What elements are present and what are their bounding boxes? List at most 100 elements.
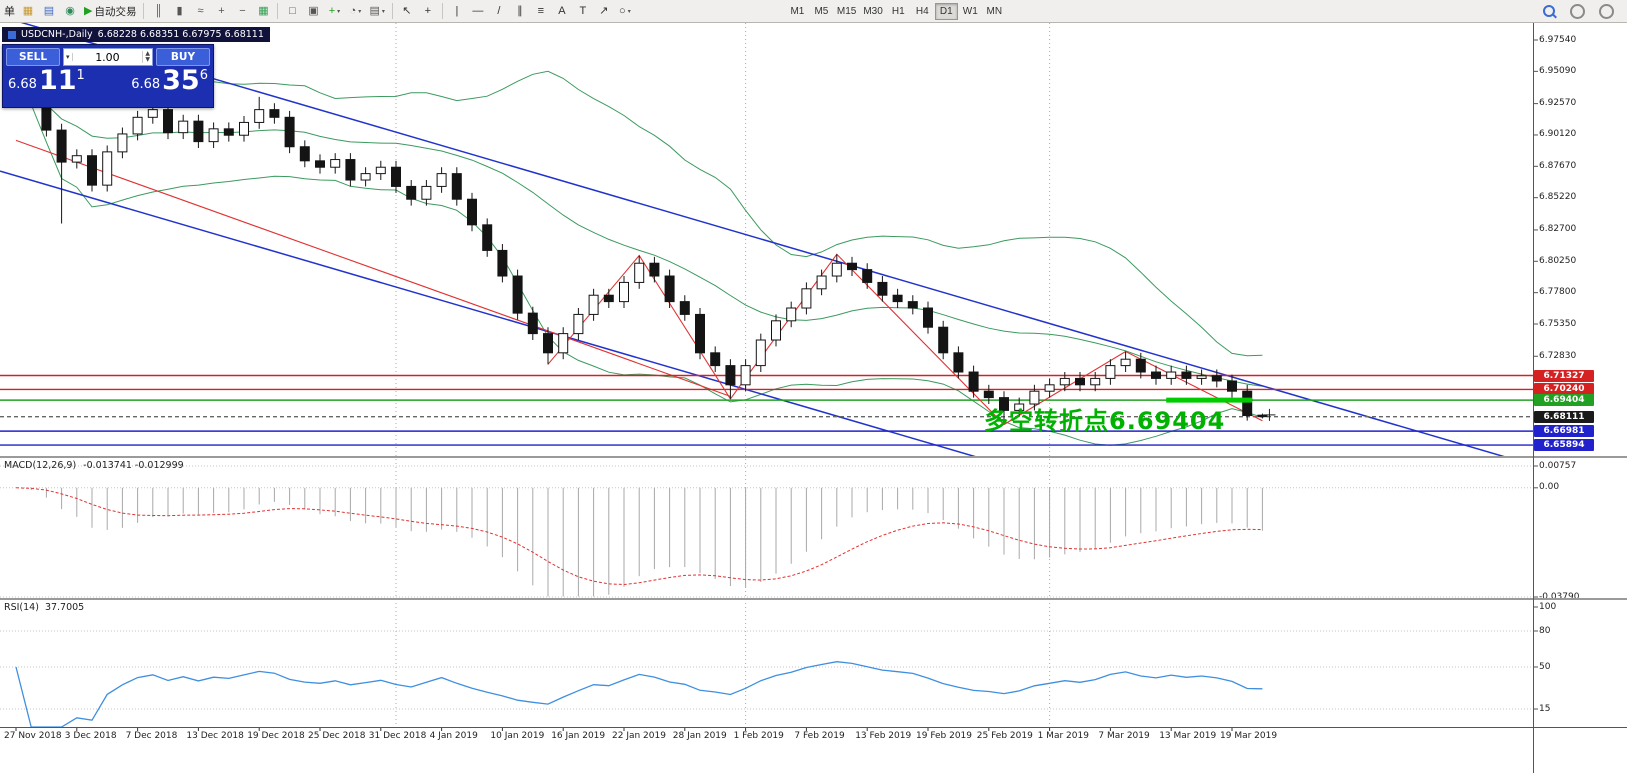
navigator-icon[interactable]: ▤ xyxy=(39,2,59,20)
rsi-tick: 15 xyxy=(1539,703,1551,714)
arrange-windows-icon[interactable]: ▣ xyxy=(303,2,323,20)
templates-icon[interactable]: ▤ ▾ xyxy=(366,2,387,20)
price-tick: 6.90120 xyxy=(1539,129,1577,140)
crosshair-icon[interactable]: + xyxy=(418,2,438,20)
line-chart-icon[interactable]: ≈ xyxy=(190,2,210,20)
date-label: 22 Jan 2019 xyxy=(612,731,666,741)
chevron-down-icon: ▾ xyxy=(337,8,341,15)
shapes-icon[interactable]: ○ ▾ xyxy=(615,2,635,20)
candlestick-icon[interactable]: ▮ xyxy=(169,2,189,20)
channel-icon[interactable]: ∥ xyxy=(510,2,530,20)
fibonacci-icon: ≡ xyxy=(537,4,545,17)
bar-chart-icon[interactable]: ║ xyxy=(148,2,168,20)
text-label-icon[interactable]: T xyxy=(573,2,593,20)
help-icon[interactable] xyxy=(1596,2,1617,20)
trendline-icon: / xyxy=(497,4,501,17)
date-label: 16 Jan 2019 xyxy=(551,731,606,741)
sell-price[interactable]: 6.68 11 1 xyxy=(8,65,85,96)
date-label: 7 Dec 2018 xyxy=(125,731,178,741)
volume-input[interactable] xyxy=(72,50,143,64)
trendline-icon[interactable]: / xyxy=(489,2,509,20)
buy-button[interactable]: BUY xyxy=(156,48,210,66)
timeframe-m5[interactable]: M5 xyxy=(810,3,833,20)
text-icon: A xyxy=(558,4,566,17)
date-label: 13 Feb 2019 xyxy=(855,731,912,741)
rsi-tick: 50 xyxy=(1539,661,1551,672)
line-chart-icon: ≈ xyxy=(197,4,204,17)
date-label: 19 Dec 2018 xyxy=(247,731,305,741)
new-order-button[interactable]: 单 xyxy=(4,5,15,18)
scale-border xyxy=(1533,22,1534,773)
price-scale[interactable]: 6.97540 6.95090 6.92570 6.90120 6.87670 6.852… xyxy=(1534,22,1627,773)
vertical-line-icon[interactable]: | xyxy=(447,2,467,20)
crosshair-icon: + xyxy=(424,4,432,17)
market-watch-icon[interactable]: ▦ xyxy=(18,2,38,20)
timeframe-m15[interactable]: M15 xyxy=(834,3,859,20)
chevron-down-icon: ▾ xyxy=(381,8,385,15)
timeframe-m30[interactable]: M30 xyxy=(860,3,885,20)
timeframe-h1[interactable]: H1 xyxy=(887,3,910,20)
timeframe-m1[interactable]: M1 xyxy=(786,3,809,20)
web-terminal-icon[interactable]: ◉ xyxy=(60,2,80,20)
shapes-icon: ○ xyxy=(619,4,626,17)
tile-windows-icon[interactable]: ▦ xyxy=(253,2,273,20)
community-icon[interactable] xyxy=(1567,2,1588,20)
timeframe-mn[interactable]: MN xyxy=(983,3,1006,20)
chart-title: USDCNH-,Daily 6.68228 6.68351 6.67975 6.… xyxy=(2,27,270,42)
search-icon[interactable] xyxy=(1539,2,1559,20)
date-label: 13 Dec 2018 xyxy=(186,731,244,741)
volume-spinner[interactable]: ▲ ▼ xyxy=(142,51,152,63)
timeframe-h4[interactable]: H4 xyxy=(911,3,934,20)
macd-tick: 0.00757 xyxy=(1539,460,1577,471)
autotrade-label: 自动交易 xyxy=(94,5,137,18)
rsi-tick: 80 xyxy=(1539,625,1551,636)
date-label: 1 Mar 2019 xyxy=(1037,731,1089,741)
templates-icon: ▤ xyxy=(369,4,380,17)
timeframe-w1[interactable]: W1 xyxy=(959,3,982,20)
channel-icon: ∥ xyxy=(517,4,523,17)
help-icon xyxy=(1599,3,1614,19)
zoom-in-icon: + xyxy=(218,4,225,17)
add-indicator-icon: + xyxy=(328,4,336,17)
top-toolbar: 单 ▦ ▤ ◉ ▶ 自动交易 ║ ▮ ≈ + − ▦ □ ▣ + ▾ ◔ ▾ ▤ ▾ ↖ + | — / ∥ ≡ A T ↗ ○ ▾ M1 M5 M… xyxy=(0,0,1627,23)
market-watch-icon: ▦ xyxy=(22,4,34,17)
zoom-out-icon[interactable]: − xyxy=(232,2,252,20)
time-axis-line xyxy=(0,727,1627,728)
date-label: 7 Feb 2019 xyxy=(794,731,845,741)
ohlc-values: 6.68228 6.68351 6.67975 6.68111 xyxy=(97,29,264,40)
time-axis[interactable]: 27 Nov 2018 3 Dec 2018 7 Dec 2018 13 Dec 20… xyxy=(0,728,1533,745)
arrow-tool-icon[interactable]: ↗ xyxy=(594,2,614,20)
price-level-label: 6.70240 xyxy=(1534,383,1594,396)
horizontal-line-icon[interactable]: — xyxy=(468,2,488,20)
chevron-down-icon: ▾ xyxy=(627,8,631,15)
volume-field: ▾ ▲▼ xyxy=(63,48,153,66)
rsi-panel-divider[interactable] xyxy=(0,598,1627,600)
sell-button[interactable]: SELL xyxy=(6,48,60,66)
zoom-in-icon[interactable]: + xyxy=(211,2,231,20)
volume-dropdown-icon[interactable]: ▾ xyxy=(64,53,73,61)
text-label-icon: T xyxy=(579,4,587,17)
cursor-icon[interactable]: ↖ xyxy=(397,2,417,20)
toolbar-separator xyxy=(277,3,279,19)
price-tick: 6.97540 xyxy=(1539,34,1577,45)
date-label: 1 Feb 2019 xyxy=(733,731,784,741)
date-label: 19 Feb 2019 xyxy=(916,731,973,741)
periods-icon: ◔ xyxy=(349,4,357,17)
fibonacci-icon[interactable]: ≡ xyxy=(531,2,551,20)
one-click-trading-panel: SELL ▾ ▲▼ BUY 6.68 11 1 6.68 35 6 xyxy=(2,44,214,108)
candlestick-icon: ▮ xyxy=(176,4,183,17)
cascade-windows-icon: □ xyxy=(289,4,296,17)
date-label: 4 Jan 2019 xyxy=(429,731,478,741)
macd-indicator-label: MACD(12,26,9) -0.013741 -0.012999 xyxy=(4,460,184,471)
cascade-windows-icon[interactable]: □ xyxy=(282,2,302,20)
periods-icon[interactable]: ◔ ▾ xyxy=(345,2,365,20)
price-tick: 6.95090 xyxy=(1539,65,1577,76)
rsi-indicator-label: RSI(14) 37.7005 xyxy=(4,602,85,613)
timeframe-d1[interactable]: D1 xyxy=(934,2,958,20)
autotrade-button[interactable]: ▶ 自动交易 xyxy=(81,2,139,20)
text-icon[interactable]: A xyxy=(552,2,572,20)
add-indicator-icon[interactable]: + ▾ xyxy=(324,2,344,20)
macd-panel-divider[interactable] xyxy=(0,456,1627,458)
buy-price[interactable]: 6.68 35 6 xyxy=(131,65,208,96)
